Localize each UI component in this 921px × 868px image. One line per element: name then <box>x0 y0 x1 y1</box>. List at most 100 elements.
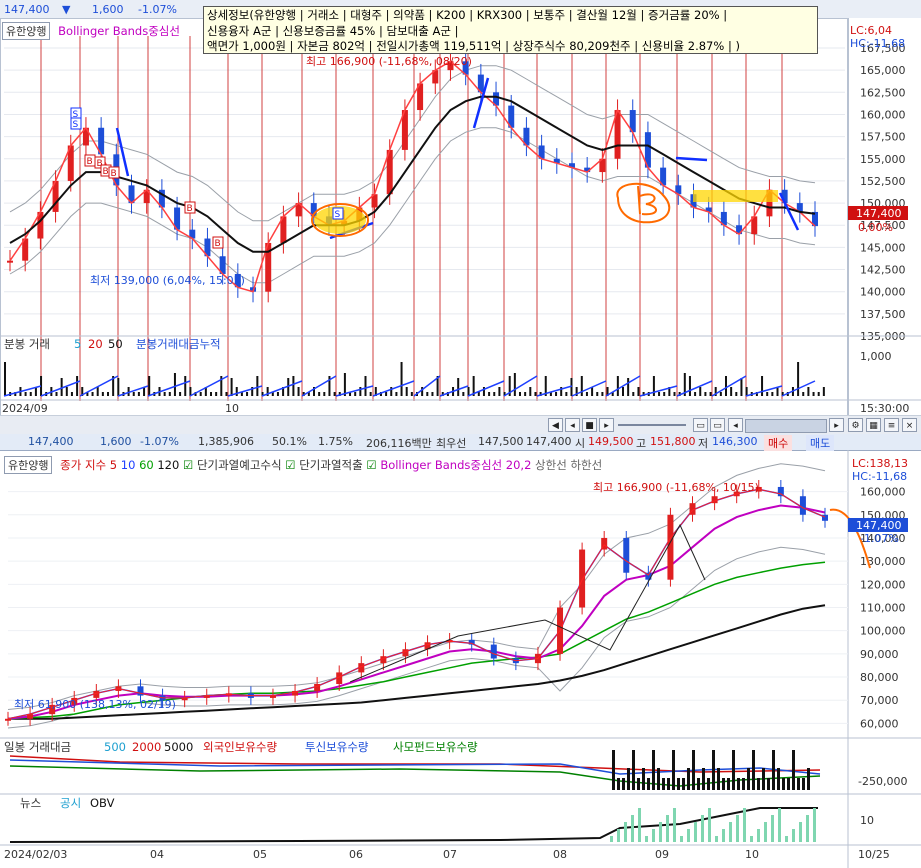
vol-legend-g: 사모펀드보유수량 <box>393 740 478 754</box>
volume-bar <box>287 378 290 396</box>
volume-bar <box>580 376 583 396</box>
y-tick-label: 70,000 <box>860 694 899 707</box>
lq-volume: 1,385,906 <box>198 435 254 448</box>
candle-body <box>234 273 241 288</box>
sell-button[interactable]: 매도 <box>806 435 835 451</box>
cum-amount-line <box>536 385 573 397</box>
chart-grid-button[interactable]: ▦ <box>866 418 881 432</box>
volume-bar <box>215 392 218 396</box>
volume-bar <box>658 392 661 396</box>
chart-scrollbar[interactable]: ◀ ◂ ■ ▸ ▭ ▭ ◂ ▸ ⚙ ▦ ≡ × <box>0 415 921 434</box>
zoom-slider[interactable] <box>618 424 686 426</box>
vol-legend-b: 500 <box>104 740 126 754</box>
legend-lower: 하한선 <box>570 458 603 472</box>
news-bar <box>806 815 809 842</box>
cum-amount-line <box>781 380 816 397</box>
volume-bar <box>596 392 599 396</box>
trend-stroke <box>472 77 490 129</box>
candle-body <box>508 105 515 128</box>
volume-bar <box>699 387 702 396</box>
candle-body <box>292 690 299 696</box>
daily-volume-bar <box>772 750 775 790</box>
buy-button[interactable]: 매수 <box>764 435 793 451</box>
volume-bar <box>173 373 176 396</box>
y-tick-label: 130,000 <box>860 555 906 568</box>
volume-bar <box>328 376 331 396</box>
minute-chart[interactable]: 135,000137,500140,000142,500145,000147,5… <box>0 18 921 416</box>
legend-check-2: ☑ <box>285 458 296 472</box>
cum-amount-line <box>503 375 538 397</box>
daily-volume-bar <box>777 768 780 790</box>
candle-body <box>689 503 696 515</box>
daily-volume-bar <box>637 778 640 790</box>
volume-bar <box>627 378 630 396</box>
volume-bar <box>333 392 336 396</box>
volume-bar <box>410 392 413 396</box>
cum-amount-line <box>40 380 81 397</box>
scroll-left-button[interactable]: ◂ <box>728 418 743 432</box>
y-tick-label: 110,000 <box>860 602 906 615</box>
scroll-start-button[interactable]: ◀ <box>548 418 563 432</box>
scroll-prev-button[interactable]: ◂ <box>565 418 580 432</box>
daily-volume-bar <box>692 750 695 790</box>
upper-stock-tag[interactable]: 유한양행 <box>2 22 51 40</box>
y-tick-label: 140,000 <box>860 532 906 545</box>
lower-stock-tag[interactable]: 유한양행 <box>4 456 53 474</box>
volume-bar <box>503 392 506 396</box>
candle-body <box>711 496 718 504</box>
candle-body <box>358 663 365 673</box>
legend-bb: Bollinger Bands중심선 20,2 <box>380 458 532 472</box>
volume-bar <box>405 387 408 396</box>
candle-body <box>468 639 475 645</box>
volume-bar <box>240 392 243 396</box>
vol-legend-a: 일봉 거래대금 <box>4 740 71 754</box>
daily-volume-bar <box>807 768 810 790</box>
daily-volume-bar <box>687 768 690 790</box>
stop-button[interactable]: ■ <box>582 418 597 432</box>
scroll-right-button[interactable]: ▸ <box>829 418 844 432</box>
y-tick-label: 165,000 <box>860 64 906 77</box>
vol-legend-c: 2000 <box>132 740 161 754</box>
volume-bar <box>725 376 727 396</box>
daily-volume-bar <box>627 768 630 790</box>
volume-bar <box>611 392 614 396</box>
volume-bar <box>606 387 609 396</box>
upper-bb-legend: Bollinger Bands중심선 <box>58 24 180 38</box>
volume-bar <box>477 392 480 396</box>
volume-bar <box>199 392 202 396</box>
down-arrow-icon: ▼ <box>62 3 71 16</box>
lower-legend: 유한양행 종가 지수 5 10 60 120 ☑ 단기과열예고수식 ☑ 단기과열… <box>4 456 602 474</box>
candle-body <box>629 110 636 133</box>
lq-bid: 147,400 <box>526 435 572 448</box>
cum-amount-line <box>261 380 303 397</box>
zoom-out-button[interactable]: ▭ <box>693 418 708 432</box>
cum-amount-line <box>189 375 229 397</box>
chart-close-button[interactable]: × <box>902 418 917 432</box>
scroll-thumb[interactable] <box>745 419 827 433</box>
chart-list-button[interactable]: ≡ <box>884 418 899 432</box>
volume-bar <box>204 387 207 396</box>
daily-volume-bar <box>797 778 800 790</box>
signal-label: B <box>215 239 221 249</box>
volume-bar <box>560 387 563 396</box>
scroll-next-button[interactable]: ▸ <box>599 418 614 432</box>
news-bar <box>652 829 655 842</box>
volume-bar <box>24 392 27 396</box>
volume-bar <box>307 392 310 396</box>
candle-body <box>67 145 74 181</box>
volume-bar <box>549 392 552 396</box>
daily-volume-bar <box>717 768 720 790</box>
news-bar <box>610 836 613 842</box>
daily-chart[interactable]: 60,000 70,000 80,000 90,000 100,000 110,000 12… <box>0 450 921 868</box>
lower-lc-label: LC:138,13 <box>852 457 908 470</box>
vol-legend-e: 외국인보유수량 <box>203 740 277 754</box>
volume-bar <box>534 392 537 396</box>
chart-settings-button[interactable]: ⚙ <box>848 418 863 432</box>
candle-body <box>49 704 56 715</box>
volume-bar <box>292 376 295 396</box>
volume-bar <box>364 376 367 396</box>
volume-bar <box>472 376 475 396</box>
obv-tick: 10 <box>860 814 874 827</box>
zoom-in-button[interactable]: ▭ <box>710 418 725 432</box>
x-label: 04 <box>150 848 164 861</box>
